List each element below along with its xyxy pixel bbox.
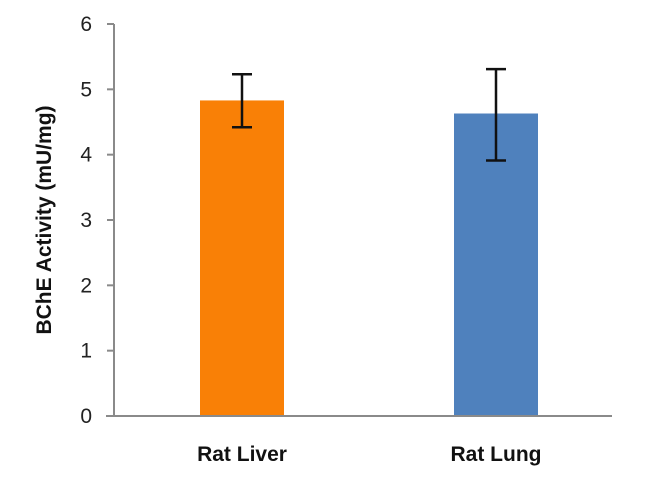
error-bars <box>232 67 506 162</box>
y-tick-label: 6 <box>80 13 92 36</box>
y-tick-label: 5 <box>80 78 92 101</box>
bars <box>200 100 538 417</box>
x-axis-category-labels: Rat Liver Rat Lung <box>197 443 541 466</box>
y-tick-label: 4 <box>80 144 92 167</box>
bar-rat-liver <box>200 100 284 416</box>
x-category-label: Rat Liver <box>197 443 287 466</box>
y-tick-label: 0 <box>80 405 92 428</box>
y-axis-ticks: 0 1 2 3 4 5 6 <box>80 13 114 428</box>
bar-rat-lung <box>454 113 538 417</box>
y-tick-label: 3 <box>80 209 92 232</box>
x-category-label: Rat Lung <box>451 443 542 466</box>
y-axis-label: BChE Activity (mU/mg) <box>33 105 56 334</box>
y-tick-label: 1 <box>80 340 92 363</box>
y-tick-label: 2 <box>80 274 92 297</box>
